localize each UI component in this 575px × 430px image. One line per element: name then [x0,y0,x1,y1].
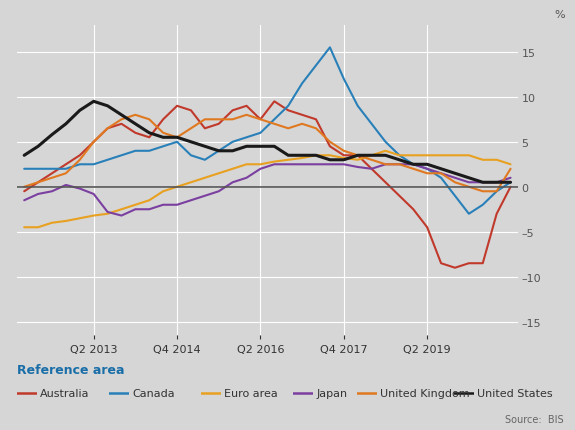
Text: Reference area: Reference area [17,363,125,376]
Text: Euro area: Euro area [224,388,278,399]
Text: United States: United States [477,388,553,399]
Text: United Kingdom: United Kingdom [380,388,469,399]
Text: %: % [554,9,565,20]
Text: Source:  BIS: Source: BIS [505,414,564,424]
Text: Australia: Australia [40,388,90,399]
Text: Japan: Japan [316,388,347,399]
Text: Canada: Canada [132,388,175,399]
